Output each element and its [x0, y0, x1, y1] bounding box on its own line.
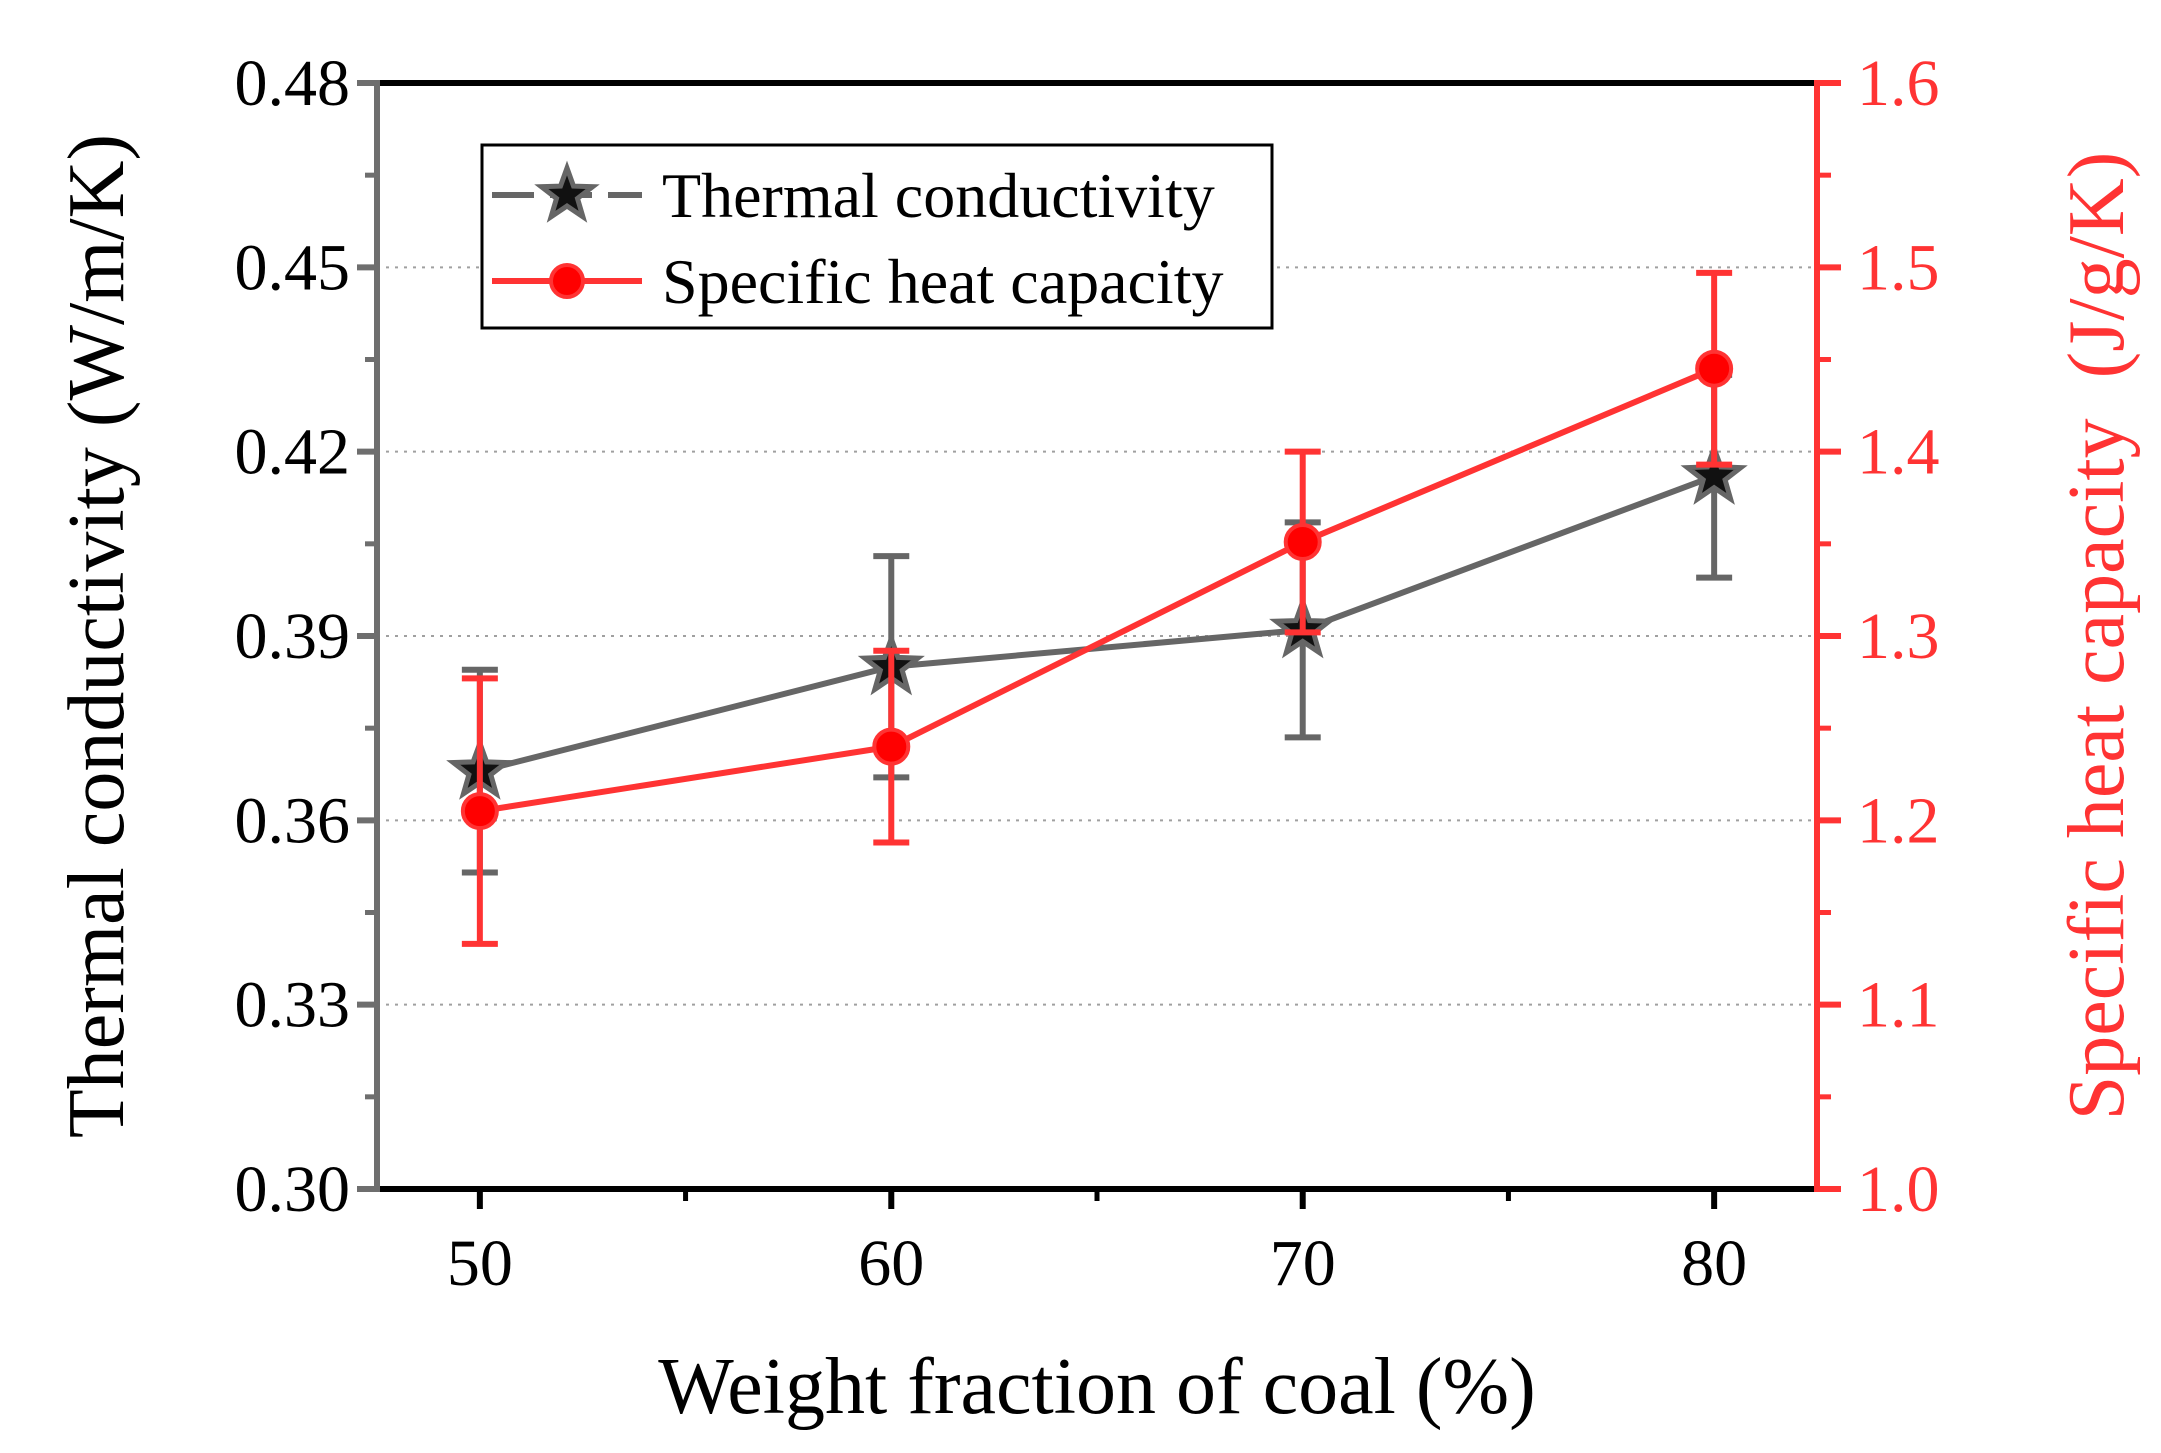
left-y-axis-title: Thermal conductivity (W/m/K): [53, 134, 141, 1138]
axes-layer: 0.30 0.33 0.36 0.39 0.42 0.45 0.48 1.0 1.1 1.2 1.3…: [53, 47, 2141, 1431]
left-tick-label: 0.48: [235, 47, 351, 120]
right-tick-label: 1.1: [1857, 969, 1940, 1042]
x-axis-title: Weight fraction of coal (%): [658, 1343, 1536, 1431]
left-tick-label: 0.30: [235, 1153, 351, 1226]
series-specific-heat-capacity: [460, 269, 1734, 947]
data-point-star: [1680, 440, 1748, 505]
legend-item: Specific heat capacity: [492, 246, 1223, 317]
x-tick-label: 60: [858, 1227, 924, 1300]
right-tick-label: 1.2: [1857, 784, 1940, 857]
legend: Thermal conductivity Specific heat capaci…: [480, 143, 1274, 330]
legend-box: [480, 143, 1274, 330]
right-tick-label: 1.0: [1857, 1153, 1940, 1226]
data-point-circle: [872, 727, 911, 766]
x-tick-label: 50: [447, 1227, 513, 1300]
data-point-circle: [1283, 522, 1322, 561]
legend-label: Specific heat capacity: [662, 246, 1223, 317]
data-point-circle: [1695, 349, 1734, 388]
legend-circle-icon: [549, 263, 585, 299]
left-tick-label: 0.39: [235, 600, 351, 673]
x-tick-label: 80: [1681, 1227, 1747, 1300]
right-tick-label: 1.5: [1857, 231, 1940, 304]
left-tick-label: 0.33: [235, 969, 351, 1042]
right-tick-label: 1.6: [1857, 47, 1940, 120]
x-tick-label: 70: [1270, 1227, 1336, 1300]
left-tick-label: 0.42: [235, 416, 351, 489]
series-layer: [446, 269, 1748, 947]
legend-item: Thermal conductivity: [492, 160, 1215, 231]
left-tick-label: 0.45: [235, 231, 351, 304]
grid-layer: [377, 266, 1817, 1006]
right-tick-label: 1.4: [1857, 416, 1940, 489]
legend-star-icon: [534, 160, 600, 223]
left-tick-label: 0.36: [235, 784, 351, 857]
series-line: [479, 473, 1716, 775]
right-y-axis-title: Specific heat capacity (J/g/K): [2053, 152, 2141, 1120]
right-tick-label: 1.3: [1857, 600, 1940, 673]
legend-label: Thermal conductivity: [662, 160, 1215, 231]
series-line: [479, 365, 1716, 815]
series-thermal-conductivity: [446, 371, 1748, 876]
data-point-circle: [460, 792, 499, 831]
